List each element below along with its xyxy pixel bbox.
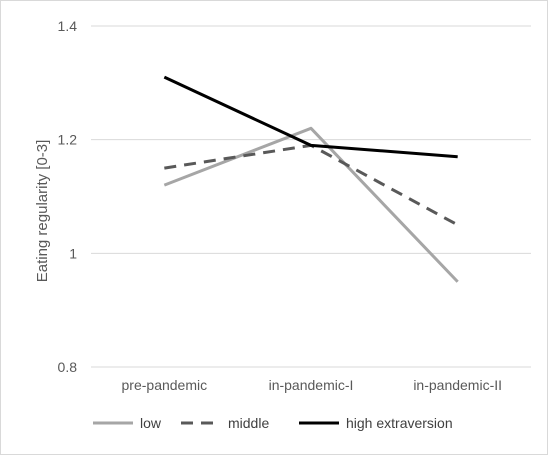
x-tick-label: pre-pandemic [122, 377, 208, 393]
series-lines [164, 77, 458, 282]
y-tick-label: 0.8 [58, 359, 78, 375]
x-tick-label: in-pandemic-I [269, 377, 354, 393]
y-tick-labels: 0.8 1 1.2 1.4 [58, 18, 78, 375]
y-tick-label: 1 [69, 245, 77, 261]
y-axis-label: Eating regularity [0-3] [34, 140, 51, 283]
series-line-middle [164, 145, 457, 225]
x-tick-label: in-pandemic-II [413, 377, 502, 393]
gridlines [91, 26, 531, 367]
series-line-low [164, 128, 457, 281]
legend-label: middle [228, 415, 269, 431]
legend-label: high extraversion [346, 415, 453, 431]
legend-label: low [140, 415, 162, 431]
x-tick-labels: pre-pandemic in-pandemic-I in-pandemic-II [122, 377, 502, 393]
legend: low middle high extraversion [93, 415, 453, 431]
y-tick-label: 1.2 [58, 132, 78, 148]
y-tick-label: 1.4 [58, 18, 78, 34]
series-line-high-extraversion [164, 77, 457, 157]
